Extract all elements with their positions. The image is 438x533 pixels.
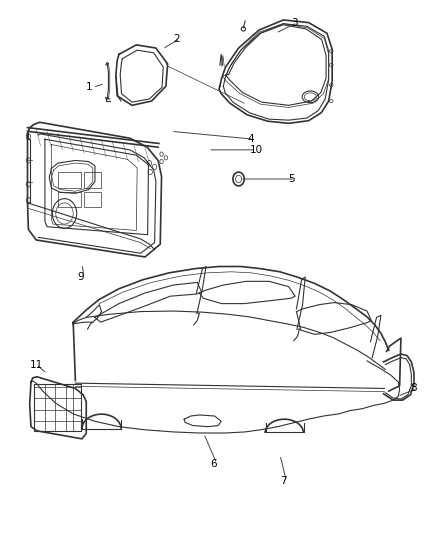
Text: 10: 10 xyxy=(250,145,263,155)
Text: 3: 3 xyxy=(291,18,297,28)
Text: 1: 1 xyxy=(86,82,93,92)
Text: 7: 7 xyxy=(280,477,286,486)
Text: 11: 11 xyxy=(30,360,43,369)
Text: 4: 4 xyxy=(247,134,254,144)
Text: 5: 5 xyxy=(289,174,295,184)
Text: 6: 6 xyxy=(210,459,217,469)
Text: 9: 9 xyxy=(78,272,84,282)
Text: 2: 2 xyxy=(173,34,180,44)
Text: 8: 8 xyxy=(410,383,417,393)
